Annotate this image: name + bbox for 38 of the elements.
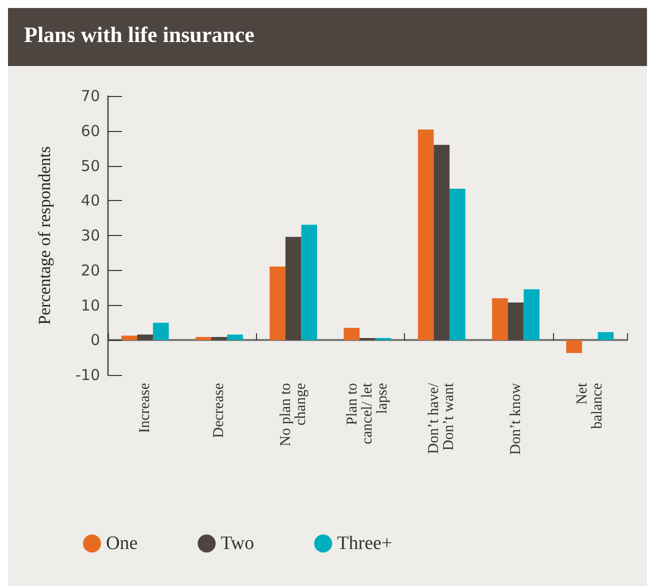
x-tick-label: No plan to change	[278, 382, 309, 446]
bar	[227, 334, 243, 340]
y-tick-label: 70	[80, 87, 100, 105]
bar	[434, 144, 450, 340]
y-tick-label: 10	[80, 296, 100, 314]
y-tick-label: 30	[80, 226, 100, 244]
x-tick-label: Decrease	[211, 382, 228, 438]
bar	[285, 236, 302, 340]
bar	[508, 302, 524, 340]
y-tick-label: 0	[90, 331, 100, 350]
bar	[344, 328, 360, 340]
x-tick-label: Don’t know	[508, 382, 524, 455]
y-tick-label: 50	[80, 156, 100, 175]
bar	[152, 322, 169, 340]
y-tick-label: -10	[76, 366, 100, 384]
y-tick-label: 40	[80, 192, 100, 210]
bar	[418, 129, 434, 340]
bar	[524, 289, 540, 340]
bar	[195, 336, 212, 340]
chart-title: Plans with life insurance	[8, 8, 647, 66]
bar	[211, 336, 228, 340]
y-axis-title: Percentage of respondents	[35, 146, 54, 325]
x-tick-label: Plan to cancel/ let lapse	[344, 382, 390, 444]
bar	[270, 266, 286, 340]
x-tick-label: Increase	[137, 382, 154, 433]
bar	[301, 224, 318, 340]
bar	[450, 188, 466, 340]
legend-label: Two	[220, 533, 254, 554]
bar	[598, 332, 614, 340]
y-tick-label: 60	[80, 122, 100, 140]
legend-label: One	[106, 533, 138, 554]
legend-label: Three+	[337, 533, 392, 554]
bar	[121, 336, 138, 340]
y-tick-label: 20	[80, 261, 100, 280]
bar	[492, 298, 508, 340]
x-tick-label: Net balance	[574, 382, 606, 429]
bar	[566, 340, 582, 354]
bar	[137, 334, 153, 340]
